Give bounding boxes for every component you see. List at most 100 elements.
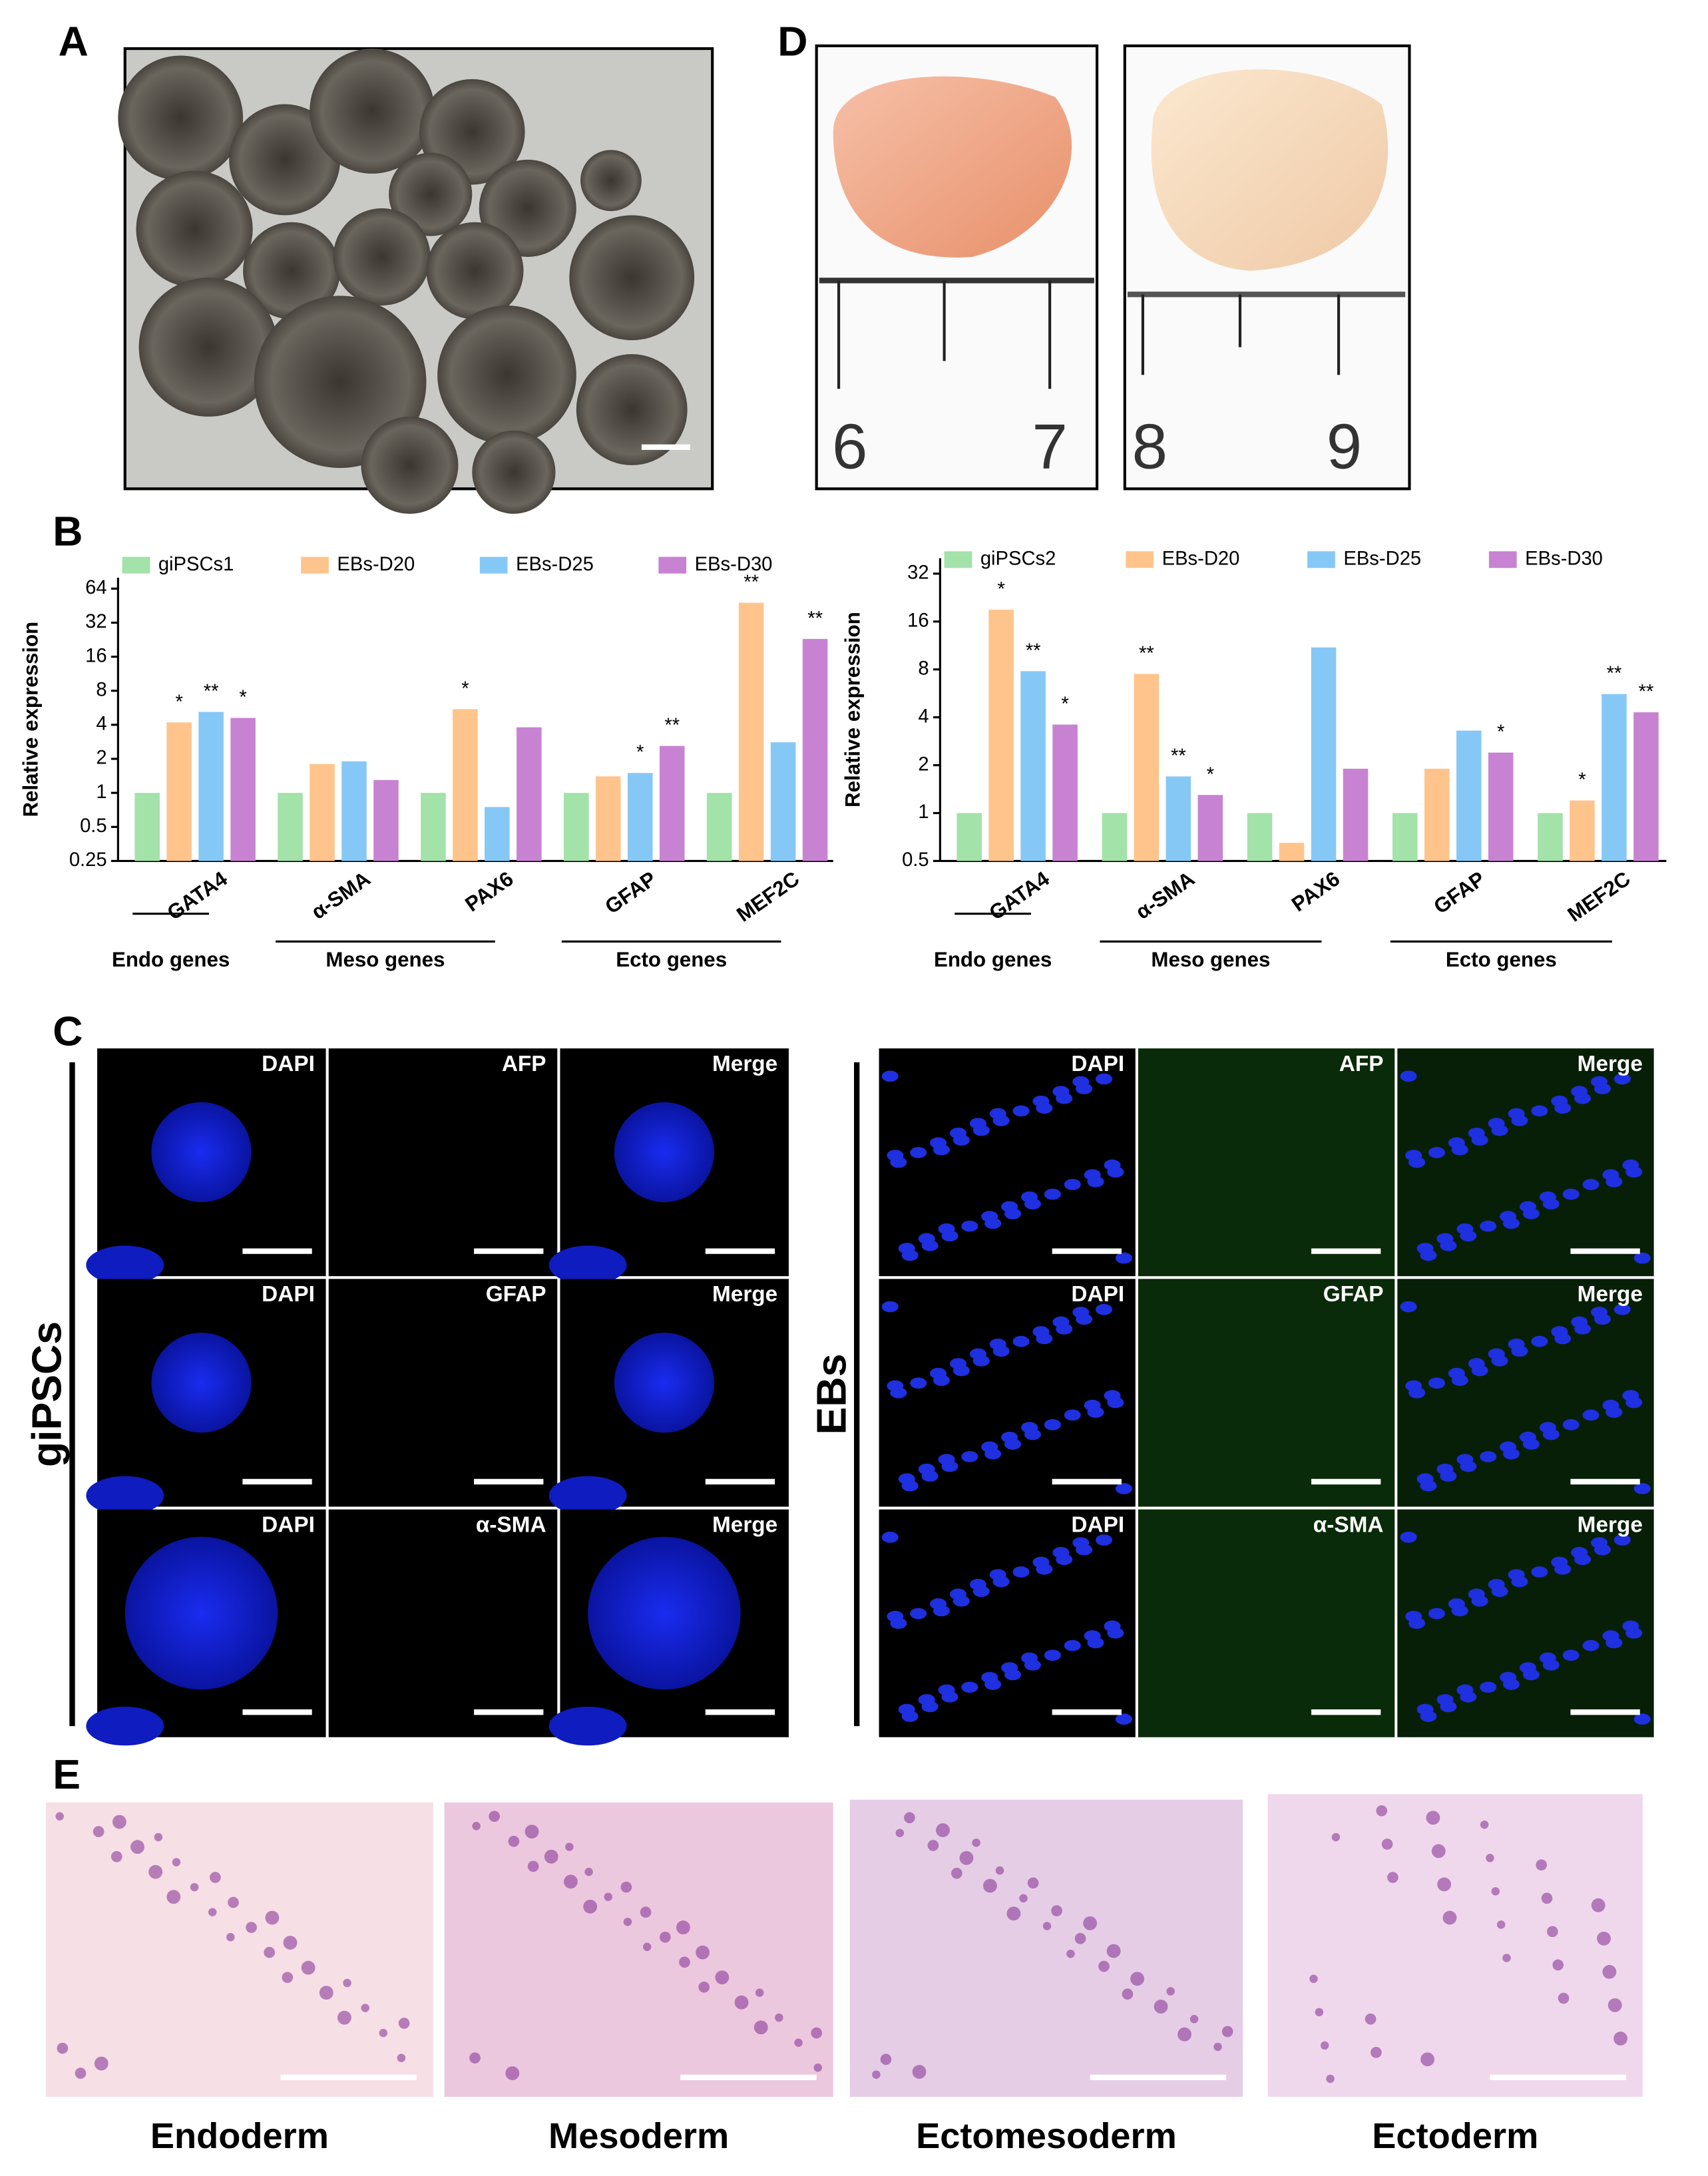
x-tick-label: PAX6 xyxy=(1287,867,1344,916)
histology-image xyxy=(45,1802,433,2097)
nucleus xyxy=(1539,1191,1556,1203)
cell xyxy=(301,1960,316,1975)
side-label: giPSCs xyxy=(24,1321,71,1467)
group-label: Endo genes xyxy=(934,948,1052,971)
panel-letter: B xyxy=(53,509,83,555)
colony xyxy=(86,1706,164,1746)
cell xyxy=(659,1931,671,1943)
significance: ** xyxy=(1139,643,1154,664)
nucleus xyxy=(1001,1201,1018,1213)
cell xyxy=(1042,1922,1052,1930)
nucleus xyxy=(1562,1419,1580,1430)
y-tick-label: 4 xyxy=(918,706,929,727)
nucleus xyxy=(1591,1307,1608,1318)
nucleus xyxy=(881,1070,899,1082)
bar xyxy=(770,742,796,861)
significance: ** xyxy=(204,681,219,702)
bar xyxy=(1633,712,1659,861)
nucleus xyxy=(1400,1532,1417,1543)
nucleus xyxy=(1571,1546,1588,1558)
cell xyxy=(1602,1964,1617,1979)
legend-swatch xyxy=(122,556,150,574)
cell xyxy=(469,2052,481,2064)
legend-swatch xyxy=(1126,551,1154,568)
cell xyxy=(1189,2015,1199,2024)
cell xyxy=(936,1823,950,1837)
nucleus xyxy=(1456,1223,1474,1235)
legend-label: EBs-D20 xyxy=(1162,548,1240,569)
nucleus xyxy=(1562,1188,1580,1200)
nucleus xyxy=(930,1367,947,1379)
nucleus xyxy=(1539,1422,1556,1433)
nucleus xyxy=(1571,1086,1588,1098)
nucleus xyxy=(1551,1326,1568,1337)
nucleus xyxy=(918,1694,935,1705)
bar xyxy=(563,793,589,861)
stain-label: DAPI xyxy=(262,1052,315,1076)
cell xyxy=(265,1910,280,1925)
nucleus xyxy=(1448,1598,1465,1610)
cell xyxy=(995,1866,1004,1875)
group-label: Meso genes xyxy=(1151,948,1270,971)
cell xyxy=(584,1867,593,1876)
cell xyxy=(1613,2032,1627,2046)
cell xyxy=(508,1835,520,1847)
significance: ** xyxy=(1171,746,1186,767)
bar xyxy=(310,763,335,861)
y-tick-label: 16 xyxy=(85,645,107,666)
cell xyxy=(148,1864,163,1879)
nucleus xyxy=(961,1451,978,1462)
nucleus xyxy=(1072,1076,1090,1088)
nucleus xyxy=(1613,1534,1631,1546)
nucleus xyxy=(887,1380,904,1392)
nucleus xyxy=(1072,1537,1090,1549)
nucleus xyxy=(1488,1118,1505,1130)
nucleus xyxy=(898,1703,915,1715)
significance: ** xyxy=(1639,682,1654,703)
y-tick-label: 8 xyxy=(96,679,107,700)
colony xyxy=(548,1476,627,1515)
nucleus xyxy=(1622,1390,1639,1401)
stain-label: GFAP xyxy=(486,1282,546,1307)
bar xyxy=(1343,768,1369,861)
cell xyxy=(912,2065,927,2079)
cell xyxy=(57,2042,69,2054)
nucleus xyxy=(1012,1105,1030,1117)
significance: * xyxy=(1497,722,1504,743)
cell xyxy=(1502,1954,1511,1962)
ruler-number: 8 xyxy=(1132,411,1168,482)
nucleus xyxy=(1602,1399,1619,1411)
cell xyxy=(319,1986,333,2000)
nucleus xyxy=(1428,1147,1446,1158)
y-tick-label: 64 xyxy=(85,577,107,598)
significance: ** xyxy=(664,715,680,736)
cell xyxy=(895,1829,905,1837)
nucleus xyxy=(930,1137,947,1149)
nucleus xyxy=(1095,1303,1113,1315)
bar xyxy=(1247,813,1273,861)
nucleus xyxy=(1115,1483,1132,1494)
nucleus xyxy=(1480,1220,1497,1232)
cell xyxy=(130,1840,144,1854)
cell xyxy=(753,2020,768,2035)
fluorescence-image xyxy=(328,1279,558,1507)
nucleus xyxy=(881,1301,899,1313)
nucleus xyxy=(1115,1252,1132,1264)
ruler-number: 9 xyxy=(1327,411,1362,482)
cell xyxy=(951,1867,962,1879)
nucleus xyxy=(1436,1233,1454,1245)
tissue-label: Endoderm xyxy=(150,2116,329,2156)
nucleus xyxy=(969,1348,986,1360)
nucleus xyxy=(881,1532,899,1543)
cell xyxy=(794,2038,803,2047)
nucleus xyxy=(898,1243,915,1254)
x-tick-label: α-SMA xyxy=(1132,867,1199,924)
nucleus xyxy=(930,1598,947,1610)
cell xyxy=(93,1826,105,1837)
bar xyxy=(1020,671,1046,861)
nucleus xyxy=(1562,1649,1580,1661)
cell xyxy=(1552,1959,1564,1971)
significance: ** xyxy=(1607,663,1622,684)
stain-label: AFP xyxy=(1339,1052,1384,1076)
